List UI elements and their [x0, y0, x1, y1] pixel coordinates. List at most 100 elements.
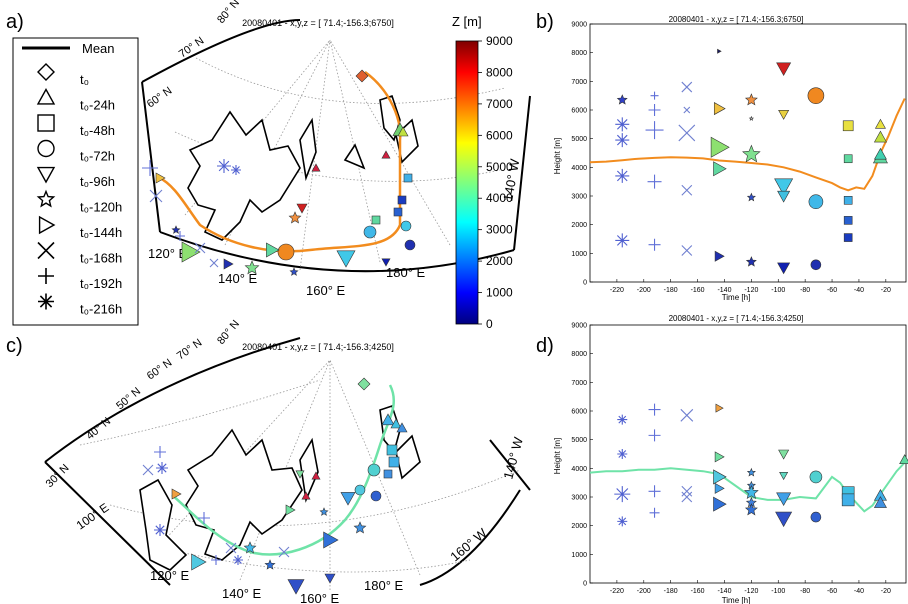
- map-marker-x: [194, 242, 206, 254]
- map-marker-square: [388, 456, 400, 468]
- map-c-lon-label-120e: 120° E: [150, 568, 190, 583]
- y-tick-label: 5000: [571, 437, 587, 444]
- map-marker-triangle-down: [295, 470, 305, 479]
- map-marker-square: [403, 173, 413, 183]
- data-point-x: [681, 81, 693, 93]
- map-marker-triangle-down: [287, 579, 305, 595]
- data-point-circle: [809, 470, 823, 484]
- data-point-square: [843, 196, 853, 205]
- legend-marker-triangle-up: [36, 88, 56, 105]
- data-point-asterisk: [617, 414, 628, 425]
- x-tick-label: -40: [854, 588, 864, 595]
- map-c-markers: [142, 377, 408, 595]
- data-point-plus: [648, 485, 661, 498]
- data-point-triangle-right: [714, 451, 725, 463]
- map-panel-c: 20080401 - x,y,z = [ 71.4;-156.3;4250] 3…: [44, 318, 531, 604]
- map-c-lon-label-160w: 160° W: [447, 525, 490, 564]
- map-marker-triangle-right: [266, 242, 280, 258]
- legend-label: t₀: [80, 72, 89, 87]
- map-marker-triangle-up: [311, 471, 321, 480]
- data-point-asterisk: [617, 516, 628, 527]
- map-marker-x: [209, 258, 219, 268]
- map-marker-triangle-down: [324, 573, 336, 584]
- map-marker-triangle-down: [340, 492, 356, 506]
- data-point-star: [746, 467, 756, 477]
- scatter-panel-d: 20080401 - x,y,z = [ 71.4;-156.3;4250] T…: [553, 314, 908, 604]
- panel-d-title: 20080401 - x,y,z = [ 71.4;-156.3;4250]: [669, 314, 804, 323]
- data-point-x: [681, 491, 693, 503]
- y-tick-label: 3000: [571, 194, 587, 201]
- legend-marker-diamond: [37, 63, 55, 81]
- data-point-plus: [649, 507, 660, 518]
- map-c-lat-label-60: 60° N: [145, 357, 175, 383]
- data-point-triangle-up: [899, 454, 908, 465]
- data-point-triangle-up: [873, 130, 887, 143]
- panel-label-c: c): [6, 335, 23, 357]
- x-tick-label: -40: [854, 287, 864, 294]
- map-marker-diamond: [357, 377, 371, 391]
- data-point-square: [843, 216, 853, 225]
- panel-b-ylabel: Height [m]: [553, 138, 562, 174]
- map-marker-star: [288, 211, 302, 224]
- map-c-graticule: [79, 359, 521, 590]
- data-point-star: [616, 94, 628, 105]
- map-marker-triangle-up: [381, 413, 395, 426]
- map-marker-triangle-up: [396, 422, 408, 433]
- y-tick-label: 4000: [571, 466, 587, 473]
- colorbar: Z [m] 9000 8000 7000 6000 5000 4000 3000 2000 10…: [452, 14, 513, 331]
- x-tick-label: -160: [691, 287, 705, 294]
- map-a-sector-edge: [141, 81, 531, 251]
- mean-line: [589, 461, 906, 513]
- map-marker-triangle-right: [285, 504, 296, 516]
- y-tick-label: 3000: [571, 495, 587, 502]
- colorbar-tick-label: 4000: [486, 191, 513, 205]
- map-marker-square: [393, 207, 403, 217]
- legend-label: t₀-96h: [80, 174, 115, 189]
- map-a-markers: [142, 69, 416, 276]
- map-c-lon-label-100e: 100° E: [74, 500, 112, 532]
- legend-box: [12, 37, 139, 326]
- legend-label: t₀-48h: [80, 123, 115, 138]
- map-marker-circle: [370, 490, 382, 502]
- map-a-title: 20080401 - x,y,z = [ 71.4;-156.3;6750]: [242, 18, 394, 28]
- map-marker-asterisk: [156, 462, 168, 474]
- colorbar-title: Z [m]: [452, 14, 482, 29]
- map-marker-plus: [198, 512, 210, 524]
- x-tick-label: -200: [637, 287, 651, 294]
- data-point-triangle-right: [715, 403, 724, 413]
- data-point-circle: [808, 194, 824, 210]
- legend: Mean t₀ t₀-24h t₀-48h t₀-72h t₀-96h t₀-120h t₀…: [12, 37, 139, 326]
- data-point-asterisk: [615, 133, 630, 148]
- data-point-triangle-down: [778, 110, 790, 120]
- data-point-x: [681, 245, 693, 256]
- data-point-triangle-up: [873, 147, 887, 160]
- map-marker-x: [225, 542, 237, 554]
- x-tick-label: -220: [610, 588, 624, 595]
- map-marker-circle: [404, 239, 416, 251]
- legend-marker-star: [36, 189, 56, 208]
- data-point-star: [744, 503, 758, 516]
- legend-marker-circle: [37, 139, 55, 158]
- map-panel-a: 20080401 - x,y,z = [ 71.4;-156.3;6750] 6…: [141, 0, 531, 298]
- data-point-circle: [807, 87, 825, 104]
- map-marker-star: [264, 559, 276, 570]
- mean-line: [589, 98, 906, 192]
- data-point-x: [678, 124, 696, 142]
- data-point-asterisk: [615, 117, 630, 132]
- x-tick-label: -140: [717, 588, 731, 595]
- map-marker-asterisk: [154, 524, 166, 536]
- data-point-triangle-down: [778, 449, 790, 460]
- legend-label: t₀-72h: [80, 149, 115, 164]
- map-c-sector-edge: [44, 337, 531, 586]
- y-tick-label: 9000: [571, 22, 587, 29]
- data-point-triangle-down: [774, 178, 794, 196]
- data-point-triangle-up: [873, 496, 887, 508]
- map-c-lat-label-70: 70° N: [175, 337, 205, 363]
- map-a-lon-label-120e: 120° E: [148, 246, 188, 261]
- map-marker-diamond: [355, 69, 369, 83]
- map-c-title: 20080401 - x,y,z = [ 71.4;-156.3;4250]: [242, 342, 394, 352]
- x-tick-label: -80: [800, 287, 810, 294]
- y-tick-label: 7000: [571, 380, 587, 387]
- data-point-square: [843, 233, 853, 242]
